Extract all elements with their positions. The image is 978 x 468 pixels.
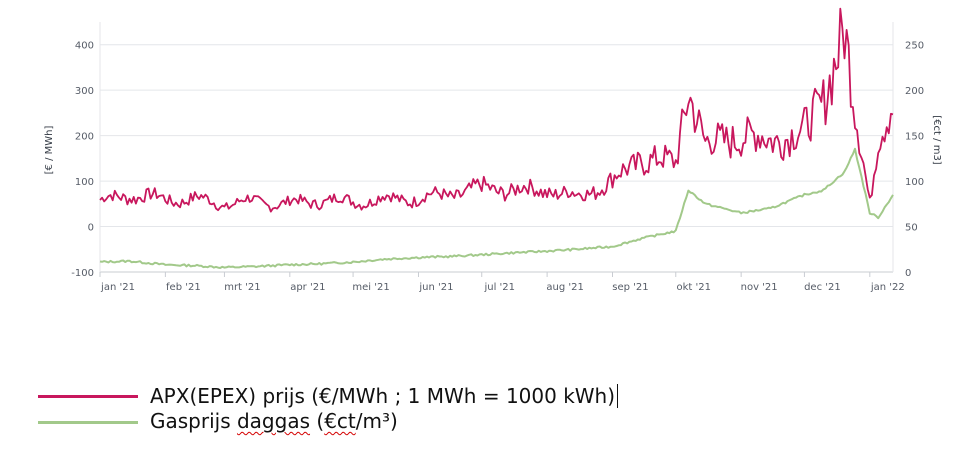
legend-label-gas-prefix: Gasprijs <box>150 409 237 433</box>
left-tick-label: 400 <box>75 41 94 52</box>
x-tick-label: mei '21 <box>352 282 389 293</box>
price-chart: jan '21 feb '21 mrt '21 apr '21 mei '21 jun '… <box>44 7 942 293</box>
x-tick-label: sep '21 <box>612 282 648 293</box>
x-tick-label: mrt '21 <box>224 282 260 293</box>
x-axis-ticks: jan '21 feb '21 mrt '21 apr '21 mei '21 jun '… <box>99 272 905 293</box>
left-tick-label: -100 <box>71 268 94 279</box>
legend-label-gas-suffix: /m³) <box>355 409 398 433</box>
legend-label-electricity: APX(EPEX) prijs (€/MWh ; 1 MWh = 1000 kW… <box>150 384 616 408</box>
right-tick-label: 250 <box>905 41 924 52</box>
x-tick-label: apr '21 <box>290 282 325 293</box>
x-tick-label: jan '21 <box>100 282 135 293</box>
grid-lines <box>99 22 894 273</box>
x-tick-label: nov '21 <box>741 282 778 293</box>
series-line-electricity <box>99 7 894 213</box>
legend-swatch-electricity <box>38 395 138 398</box>
series-line-gas <box>99 147 894 269</box>
left-axis-ticks: -100 0 100 200 300 400 <box>71 41 94 279</box>
left-axis-title: [€ / MWh] <box>44 126 55 175</box>
left-tick-label: 300 <box>75 86 94 97</box>
right-tick-label: 0 <box>905 268 911 279</box>
legend-label-gas-daggas: daggas <box>236 409 311 433</box>
right-tick-label: 150 <box>905 132 924 143</box>
left-tick-label: 200 <box>75 132 94 143</box>
legend-swatch-gas <box>38 421 138 424</box>
x-tick-label: okt '21 <box>677 282 711 293</box>
x-tick-label: jan '22 <box>870 282 905 293</box>
left-tick-label: 100 <box>75 177 94 188</box>
legend-label-gas-middle: ( <box>310 409 325 433</box>
series-lines <box>99 7 894 269</box>
right-tick-label: 100 <box>905 177 924 188</box>
right-axis-ticks: 0 50 100 150 200 250 <box>905 41 924 279</box>
right-tick-label: 50 <box>905 223 918 234</box>
text-cursor <box>617 384 619 408</box>
right-tick-label: 200 <box>905 86 924 97</box>
x-tick-label: aug '21 <box>546 282 583 293</box>
right-axis-title: [€ct / m3] <box>931 115 942 165</box>
left-tick-label: 0 <box>88 223 94 234</box>
x-tick-label: dec '21 <box>804 282 841 293</box>
x-tick-label: jul '21 <box>483 282 515 293</box>
legend-label-gas-unit: €ct <box>324 409 356 433</box>
x-tick-label: jun '21 <box>418 282 453 293</box>
x-tick-label: feb '21 <box>166 282 201 293</box>
